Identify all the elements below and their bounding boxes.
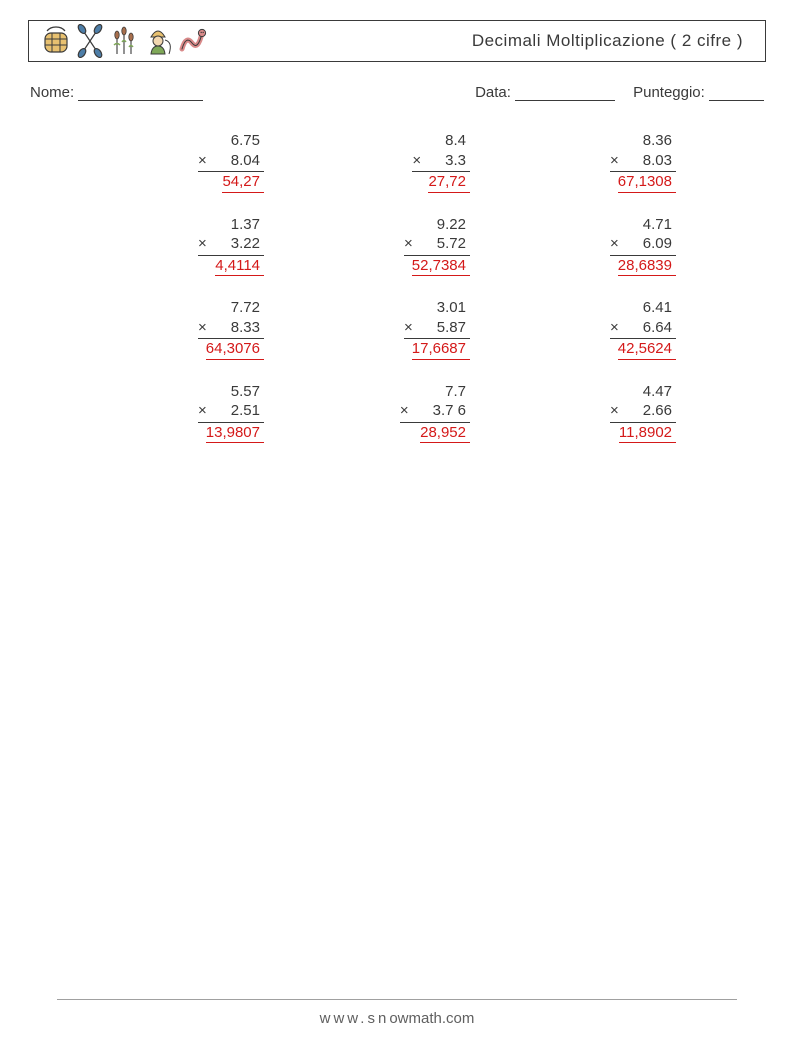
answer: 52,7384 <box>412 256 470 277</box>
problem-8: 6.41 × 6.6442,5624 <box>500 298 706 360</box>
problem-3: 1.37 × 3.224,4114 <box>88 215 294 277</box>
header-box: Decimali Moltiplicazione ( 2 cifre ) <box>28 20 766 62</box>
problem-5: 4.71 × 6.0928,6839 <box>500 215 706 277</box>
operand-2: 5.87 <box>437 318 466 338</box>
operand-2-row: × 2.66 <box>610 401 676 423</box>
answer: 17,6687 <box>412 339 470 360</box>
worm-icon <box>175 24 209 58</box>
info-row: Nome: Data: Punteggio: <box>28 84 766 101</box>
date-label: Data: <box>475 84 615 101</box>
operand-2-row: × 3.3 <box>412 151 470 173</box>
raft-icon <box>39 24 73 58</box>
operand-2-row: × 3.22 <box>198 234 264 256</box>
operand-1: 6.75 <box>231 131 264 151</box>
footer-line <box>57 999 737 1000</box>
multiply-symbol: × <box>412 151 421 171</box>
name-label: Nome: <box>30 84 203 101</box>
reeds-icon <box>107 24 141 58</box>
problem-6: 7.72 × 8.3364,3076 <box>88 298 294 360</box>
operand-2-row: × 5.72 <box>404 234 470 256</box>
multiply-symbol: × <box>610 151 619 171</box>
operand-1: 7.7 <box>445 382 470 402</box>
operand-1: 3.01 <box>437 298 470 318</box>
header-icons <box>39 24 209 58</box>
operand-2: 5.72 <box>437 234 466 254</box>
problem-10: 7.7 × 3.7 628,952 <box>294 382 500 444</box>
problem-1: 8.4 × 3.327,72 <box>294 131 500 193</box>
operand-2: 6.64 <box>643 318 672 338</box>
operand-1: 7.72 <box>231 298 264 318</box>
operand-1: 8.36 <box>643 131 676 151</box>
footer-brand-1: www.sn <box>320 1010 390 1027</box>
operand-2: 3.7 6 <box>433 401 466 421</box>
operand-1: 4.47 <box>643 382 676 402</box>
operand-1: 5.57 <box>231 382 264 402</box>
date-label-text: Data: <box>475 84 511 101</box>
operand-2: 2.51 <box>231 401 260 421</box>
operand-2-row: × 8.04 <box>198 151 264 173</box>
answer: 67,1308 <box>618 172 676 193</box>
answer: 28,952 <box>420 423 470 444</box>
answer: 4,4114 <box>215 256 264 277</box>
paddles-icon <box>73 24 107 58</box>
operand-2: 3.22 <box>231 234 260 254</box>
multiply-symbol: × <box>610 234 619 254</box>
operand-2-row: × 6.09 <box>610 234 676 256</box>
multiply-symbol: × <box>404 318 413 338</box>
problem-9: 5.57 × 2.5113,9807 <box>88 382 294 444</box>
operand-1: 6.41 <box>643 298 676 318</box>
multiply-symbol: × <box>610 401 619 421</box>
problems-grid: 6.75 × 8.0454,27 8.4 × 3.327,72 8.36 × 8.0367,13… <box>28 131 766 443</box>
answer: 13,9807 <box>206 423 264 444</box>
name-label-text: Nome: <box>30 84 74 101</box>
score-label: Punteggio: <box>633 84 764 101</box>
answer: 42,5624 <box>618 339 676 360</box>
operand-2-row: × 8.03 <box>610 151 676 173</box>
answer: 28,6839 <box>618 256 676 277</box>
multiply-symbol: × <box>198 234 207 254</box>
operand-1: 9.22 <box>437 215 470 235</box>
problem-4: 9.22 × 5.7252,7384 <box>294 215 500 277</box>
operand-2-row: × 6.64 <box>610 318 676 340</box>
date-blank <box>515 86 615 101</box>
operand-2: 8.03 <box>643 151 672 171</box>
multiply-symbol: × <box>404 234 413 254</box>
operand-2: 3.3 <box>445 151 466 171</box>
footer: www.snowmath.com <box>0 999 794 1027</box>
footer-brand-2: owmath.com <box>389 1010 474 1027</box>
problem-11: 4.47 × 2.6611,8902 <box>500 382 706 444</box>
answer: 11,8902 <box>619 423 676 444</box>
answer: 54,27 <box>222 172 264 193</box>
multiply-symbol: × <box>198 318 207 338</box>
worksheet-title: Decimali Moltiplicazione ( 2 cifre ) <box>472 31 743 51</box>
name-blank <box>78 86 203 101</box>
answer: 27,72 <box>428 172 470 193</box>
multiply-symbol: × <box>400 401 409 421</box>
operand-2-row: × 5.87 <box>404 318 470 340</box>
problem-2: 8.36 × 8.0367,1308 <box>500 131 706 193</box>
operand-1: 1.37 <box>231 215 264 235</box>
score-label-text: Punteggio: <box>633 84 705 101</box>
multiply-symbol: × <box>198 151 207 171</box>
operand-2-row: × 2.51 <box>198 401 264 423</box>
operand-2: 8.04 <box>231 151 260 171</box>
fisherman-icon <box>141 24 175 58</box>
operand-2: 2.66 <box>643 401 672 421</box>
problem-7: 3.01 × 5.8717,6687 <box>294 298 500 360</box>
operand-1: 4.71 <box>643 215 676 235</box>
operand-2-row: × 3.7 6 <box>400 401 470 423</box>
answer: 64,3076 <box>206 339 264 360</box>
operand-2: 8.33 <box>231 318 260 338</box>
multiply-symbol: × <box>610 318 619 338</box>
operand-2: 6.09 <box>643 234 672 254</box>
multiply-symbol: × <box>198 401 207 421</box>
problem-0: 6.75 × 8.0454,27 <box>88 131 294 193</box>
score-blank <box>709 86 764 101</box>
operand-2-row: × 8.33 <box>198 318 264 340</box>
operand-1: 8.4 <box>445 131 470 151</box>
